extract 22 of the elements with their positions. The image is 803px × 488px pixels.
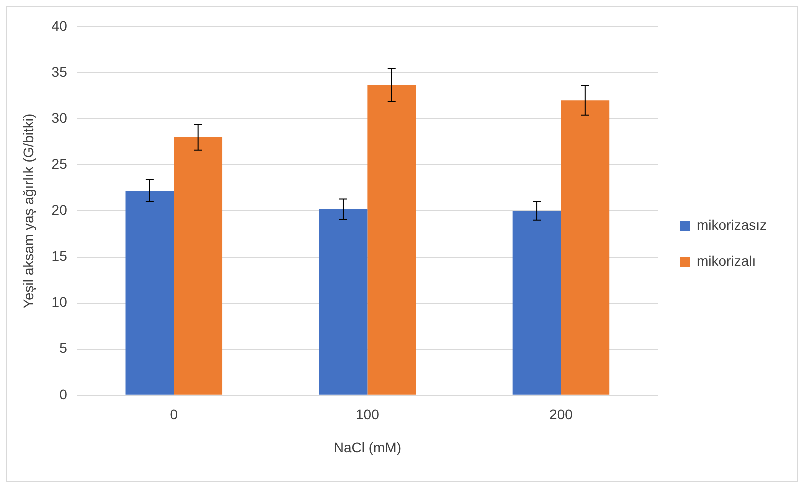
legend-label: mikorizalı: [696, 252, 756, 269]
bar: [512, 211, 562, 395]
y-tick-label: 0: [60, 386, 68, 402]
y-tick-label: 25: [52, 156, 68, 172]
y-tick-label: 10: [52, 294, 68, 310]
x-tick-label: 100: [356, 406, 380, 423]
bar: [368, 85, 416, 395]
bar: [561, 100, 610, 395]
x-tick-label: 200: [550, 406, 574, 423]
x-axis-title: NaCl (mM): [334, 439, 402, 456]
y-tick-label: 15: [52, 248, 68, 264]
y-tick-label: 20: [52, 202, 68, 218]
legend-label: mikorizasız: [696, 216, 768, 233]
y-tick-label: 35: [52, 64, 68, 80]
bar: [126, 190, 174, 395]
bar: [319, 209, 368, 395]
y-axis-title: Yeşil aksam yaş ağırlık (G/bitki): [20, 114, 36, 309]
y-tick-label: 5: [60, 340, 68, 356]
y-tick-label: 30: [52, 110, 68, 126]
bar: [174, 138, 223, 395]
y-tick-label: 40: [52, 18, 68, 34]
x-tick-label: 0: [170, 406, 178, 423]
